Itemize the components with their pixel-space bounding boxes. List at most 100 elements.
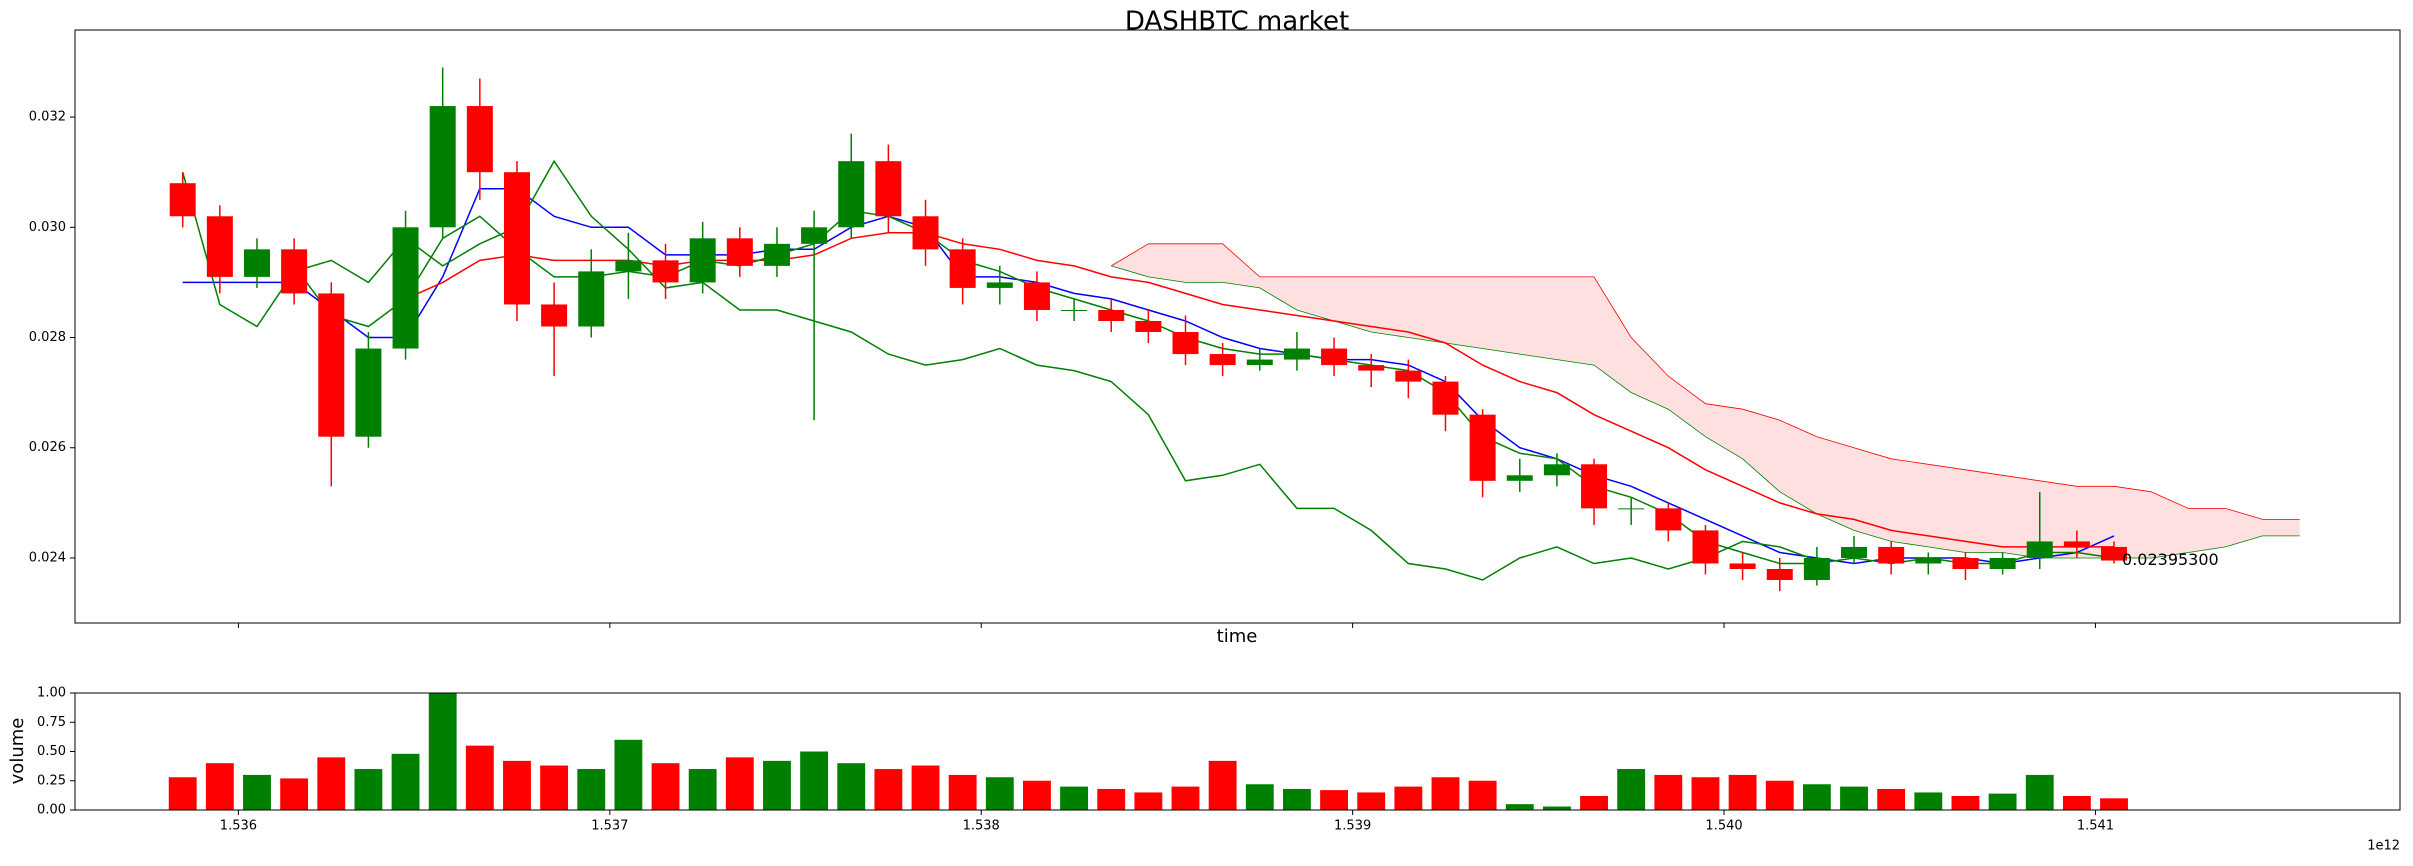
candle-body (541, 304, 568, 327)
cloud-fill (1928, 464, 1966, 553)
volume-bar (1914, 792, 1943, 810)
cloud-fill (1779, 420, 1817, 514)
x-tick-label: 1.536 (220, 819, 257, 834)
axes-frame (74, 692, 2401, 811)
candle-body (1655, 508, 1682, 531)
cloud-fill (1556, 276, 1595, 366)
candle-body (1358, 365, 1385, 371)
cloud-fill (1891, 458, 1929, 547)
candle-body (652, 260, 679, 283)
candle-body (1061, 309, 1088, 311)
cloud-fill (2002, 475, 2040, 558)
candle-body (1618, 508, 1645, 510)
volume-bar (1245, 784, 1274, 810)
volume-bar (1951, 795, 1980, 810)
candle-body (1543, 464, 1570, 476)
candle-body (1098, 309, 1125, 321)
volume-bar (1580, 795, 1608, 810)
candle-body (1395, 370, 1422, 382)
volume-bar (1134, 792, 1163, 810)
y-tick-label: 0.75 (37, 715, 66, 730)
candle-body (1023, 282, 1050, 310)
cloud-fill (1631, 337, 1669, 410)
volume-bar (1468, 780, 1497, 810)
y-tick-label: 0.028 (29, 330, 66, 345)
y-tick-label: 0.032 (29, 110, 66, 125)
candle-body (1766, 568, 1793, 581)
y-tick-label: 0.030 (29, 220, 66, 235)
candle-body (875, 161, 902, 217)
volume-bar (1208, 760, 1237, 810)
x-offset-label: 1e12 (2367, 839, 2400, 854)
cloud-upper-line (1110, 243, 2300, 520)
cloud-fill (1222, 243, 1260, 288)
volume-bar (503, 760, 531, 810)
volume-bar (651, 763, 680, 810)
candle-body (1692, 530, 1719, 564)
cloud-fill (2225, 508, 2263, 547)
candle-body (466, 106, 493, 173)
y-tick-label: 0.024 (29, 550, 66, 565)
cloud-fill (1259, 276, 1297, 310)
y-tick-label: 1.00 (37, 686, 66, 701)
volume-bar (243, 774, 271, 810)
volume-bar (354, 769, 383, 810)
volume-bar (1691, 777, 1720, 810)
candle-body (169, 183, 196, 217)
volume-bar (1394, 786, 1423, 810)
candle-body (318, 293, 345, 437)
y-tick-label: 0.026 (29, 440, 66, 455)
cloud-fill (1742, 409, 1780, 492)
volume-bar (837, 763, 866, 810)
cloud-fill (1668, 376, 1706, 437)
candle-body (1915, 557, 1942, 564)
volume-bar (763, 760, 791, 810)
volume-bar (1840, 786, 1868, 810)
volume-bar (725, 757, 754, 810)
candle-body (1283, 348, 1310, 360)
candle-body (578, 271, 605, 327)
cloud-fill (1854, 447, 1892, 542)
volume-bar (168, 777, 197, 810)
cloud-fill (1594, 276, 1632, 393)
x-tick-label: 1.540 (1705, 819, 1742, 834)
x-axis-label: time (1217, 626, 1258, 647)
cloud-fill (1445, 276, 1483, 349)
cloud-fill (1185, 243, 1223, 283)
candle-body (1581, 464, 1608, 509)
volume-bar (1542, 806, 1571, 810)
volume-bar (1097, 788, 1126, 810)
candle-body (615, 260, 642, 272)
volume-bar (1988, 793, 2017, 810)
volume-bar (1654, 774, 1683, 810)
candle-body (1209, 354, 1236, 366)
candle-body (1506, 475, 1533, 481)
candle-body (1952, 557, 1979, 569)
volume-bar (1617, 769, 1646, 810)
cloud-fill (1816, 436, 1855, 531)
candle-body (243, 249, 270, 277)
volume-bar (911, 765, 940, 810)
candle-body (429, 106, 456, 228)
volume-bar (1060, 786, 1089, 810)
candle-body (986, 282, 1013, 288)
candle-body (1246, 359, 1273, 366)
volume-bar (391, 753, 420, 810)
cloud-fill (2151, 491, 2189, 558)
volume-bar (1877, 788, 1906, 810)
cloud-fill (1519, 276, 1557, 360)
candle-body (1803, 557, 1830, 581)
candle-body (912, 216, 939, 250)
candle-body (1321, 348, 1348, 366)
cloud-fill (2188, 508, 2226, 553)
cloud-fill (1705, 403, 1743, 459)
volume-bar (1431, 777, 1460, 810)
candle-body (726, 238, 753, 266)
candle-body (689, 238, 716, 283)
candle-body (2026, 541, 2053, 558)
volume-bar (428, 693, 457, 810)
cloud-fill (1111, 243, 1149, 277)
cloud-fill (1482, 276, 1520, 355)
